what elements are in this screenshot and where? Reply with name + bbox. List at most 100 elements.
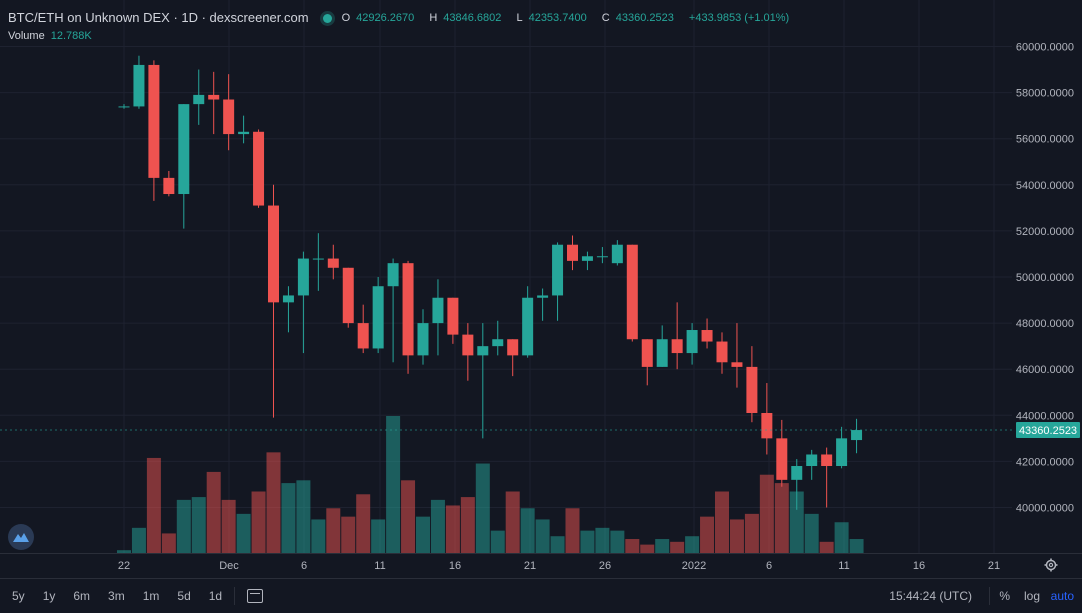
candle-body[interactable]: [776, 438, 788, 480]
volume-bar: [475, 463, 490, 553]
candle-body[interactable]: [282, 295, 294, 303]
volume-bar: [744, 513, 759, 553]
volume-bar: [520, 508, 535, 553]
candle-body[interactable]: [611, 244, 623, 264]
range-6m-button[interactable]: 6m: [73, 589, 91, 603]
volume-bar: [445, 505, 460, 553]
volume-bar: [625, 539, 640, 553]
range-5y-button[interactable]: 5y: [12, 589, 25, 603]
candle-body[interactable]: [417, 323, 429, 356]
volume-bar: [430, 499, 445, 553]
price-chart[interactable]: 60000.0000 58000.0000 56000.0000 54000.0000…: [0, 0, 1082, 578]
candle-body[interactable]: [312, 258, 324, 260]
candle-body[interactable]: [537, 295, 549, 298]
last-price-badge: [1016, 422, 1080, 439]
candle-body[interactable]: [716, 341, 728, 363]
price-tick-label: 48000.0000: [1016, 318, 1074, 330]
volume-bar: [206, 471, 221, 553]
candle-body[interactable]: [671, 339, 683, 354]
candle-body[interactable]: [656, 339, 668, 367]
candle-body[interactable]: [238, 131, 250, 135]
chart-title: BTC/ETH on Unknown DEX · 1D · dexscreene…: [8, 10, 309, 25]
candle-body[interactable]: [133, 64, 145, 107]
calendar-icon[interactable]: [247, 589, 264, 603]
auto-scale-toggle[interactable]: auto: [1050, 589, 1074, 603]
volume-bar: [221, 499, 236, 553]
volume-bar: [490, 530, 505, 553]
time-tick-label: 11: [374, 560, 385, 572]
candle-body[interactable]: [357, 323, 369, 349]
candle-body[interactable]: [821, 454, 833, 467]
candle-body[interactable]: [327, 258, 339, 268]
candle-body[interactable]: [686, 330, 698, 354]
candle-body[interactable]: [342, 267, 354, 324]
candle-body[interactable]: [118, 106, 130, 108]
candle-body[interactable]: [387, 263, 399, 287]
volume-bar: [759, 474, 774, 553]
candle-body[interactable]: [477, 346, 489, 356]
volume-bar: [505, 491, 520, 553]
log-scale-toggle[interactable]: log: [1023, 589, 1040, 603]
volume-bar: [416, 516, 430, 553]
candle-body[interactable]: [163, 177, 175, 195]
time-tick-label: 2022: [682, 560, 706, 572]
gear-icon[interactable]: [1044, 558, 1058, 572]
range-1m-button[interactable]: 1m: [142, 589, 160, 603]
range-1y-button[interactable]: 1y: [42, 589, 56, 603]
candle-body[interactable]: [462, 334, 474, 356]
candle-body[interactable]: [761, 412, 773, 439]
candle-body[interactable]: [297, 258, 309, 296]
time-tick-label: 16: [913, 560, 925, 572]
percent-scale-toggle[interactable]: %: [999, 589, 1010, 603]
candle-body[interactable]: [552, 244, 564, 296]
volume-bar: [146, 457, 161, 553]
range-1d-button[interactable]: 1d: [208, 589, 223, 603]
candle-body[interactable]: [447, 297, 459, 335]
candle-body[interactable]: [178, 104, 190, 195]
range-5d-button[interactable]: 5d: [177, 589, 191, 603]
candle-body[interactable]: [791, 466, 803, 480]
range-3m-button[interactable]: 3m: [108, 589, 125, 603]
candle-body[interactable]: [581, 256, 593, 261]
price-tick-label: 58000.0000: [1016, 88, 1074, 100]
volume-bar: [371, 519, 386, 553]
candle-body[interactable]: [193, 94, 205, 105]
time-tick-label: 6: [301, 560, 307, 572]
candle-body[interactable]: [492, 339, 504, 347]
low-value: 42353.7400: [528, 12, 587, 24]
candle-body[interactable]: [851, 430, 863, 441]
volume-bar: [266, 452, 281, 553]
candle-body[interactable]: [402, 263, 414, 356]
time-tick-label: 26: [599, 560, 611, 572]
candle-body[interactable]: [596, 256, 608, 258]
candle-body[interactable]: [641, 339, 653, 367]
candle-body[interactable]: [223, 99, 235, 135]
time-tick-label: 21: [524, 560, 536, 572]
volume-bar: [640, 544, 655, 553]
candle-body[interactable]: [701, 330, 713, 342]
candle-body[interactable]: [731, 362, 743, 367]
bottom-toolbar: 5y 1y 6m 3m 1m 5d 1d 15:44:24 (UTC) % lo…: [0, 578, 1082, 613]
candle-body[interactable]: [836, 438, 848, 467]
candle-body[interactable]: [432, 297, 444, 324]
time-tick-label: 16: [449, 560, 461, 572]
candle-body[interactable]: [567, 244, 578, 261]
price-tick-label: 42000.0000: [1016, 456, 1074, 468]
time-tick-label: 21: [988, 560, 1000, 572]
candle-body[interactable]: [746, 366, 758, 413]
dexscreener-logo-icon[interactable]: [8, 524, 34, 550]
utc-clock[interactable]: 15:44:24 (UTC): [889, 589, 972, 603]
candle-body[interactable]: [507, 339, 519, 356]
candle-body[interactable]: [208, 94, 220, 100]
volume-bar: [117, 550, 131, 553]
time-tick-label: 22: [118, 560, 130, 572]
candle-body[interactable]: [253, 131, 265, 206]
candle-body[interactable]: [626, 244, 638, 340]
candle-body[interactable]: [268, 205, 279, 303]
candle-body[interactable]: [806, 454, 818, 467]
volume-bar: [535, 519, 550, 553]
candle-body[interactable]: [372, 286, 384, 349]
change-value: +433.9853 (+1.01%): [688, 12, 790, 24]
candle-body[interactable]: [522, 297, 534, 356]
candle-body[interactable]: [148, 64, 160, 178]
